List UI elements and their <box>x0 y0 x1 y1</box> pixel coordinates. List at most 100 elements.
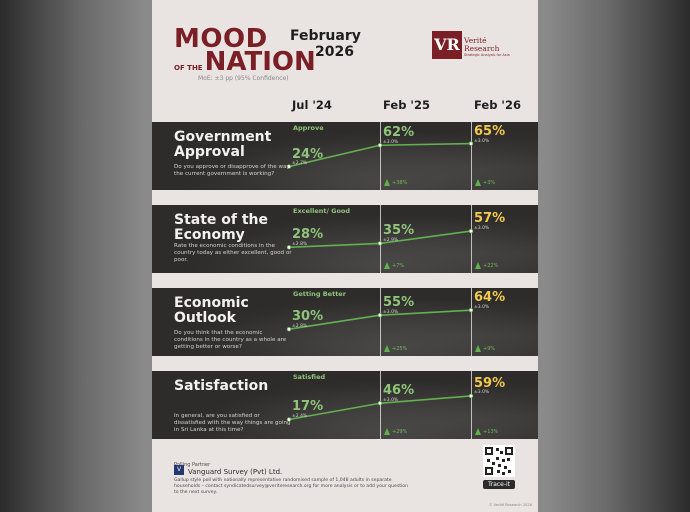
qr-code[interactable] <box>483 445 515 477</box>
vanguard-logo: V <box>174 465 184 475</box>
moe-label: ±2.4% <box>292 413 308 419</box>
brand-ofthe: OF THE <box>174 64 203 73</box>
date-year: 2026 <box>315 44 354 61</box>
copyright: © Verité Research 2026 <box>488 503 532 507</box>
moe-label: ±3.0% <box>383 309 399 315</box>
qr-finder-bottom-left <box>485 467 493 475</box>
indicator-title: Economic Outlook <box>174 295 249 326</box>
divider-feb26 <box>471 205 472 273</box>
value-label: 59% <box>474 375 506 391</box>
value-label: 62% <box>383 125 415 141</box>
divider-feb26 <box>471 122 472 190</box>
column-header-feb25: Feb '25 <box>383 98 430 112</box>
qr-pattern <box>487 448 511 475</box>
value-label: 24% <box>292 146 324 162</box>
poster-date: February 2026 <box>290 28 361 61</box>
increase-arrow-icon <box>384 345 390 352</box>
data-point <box>377 241 383 246</box>
brand-line1: MOOD <box>174 24 268 54</box>
trend-chart <box>286 141 474 169</box>
mood-of-the-nation-logo: MOOD OF THENATION <box>174 24 316 76</box>
data-point <box>377 313 383 318</box>
increase-arrow-icon <box>384 262 390 269</box>
value-label: 64% <box>474 290 506 306</box>
indicator-panel: Government Approval Do you approve or dis… <box>152 122 538 190</box>
moe-label: ±3.0% <box>383 397 399 403</box>
increase-arrow-icon <box>384 179 390 186</box>
logo-name-2: Research <box>464 43 500 53</box>
divider-feb25 <box>380 205 381 273</box>
series-label: Approve <box>293 124 324 132</box>
data-point <box>468 393 474 399</box>
moe-label: ±2.9% <box>383 237 399 243</box>
change-label: +29% <box>392 429 408 435</box>
qr-finder-top-right <box>505 447 513 455</box>
change-label: +25% <box>392 346 408 352</box>
partner-name: Vanguard Survey (Pvt) Ltd. <box>188 468 283 476</box>
data-point <box>468 307 474 313</box>
indicator-panel: State of the Economy Rate the economic co… <box>152 205 538 273</box>
divider-feb25 <box>380 288 381 356</box>
indicator-panel: Economic Outlook Do you think that the ec… <box>152 288 538 356</box>
poster: MOOD OF THENATION February 2026 MoE: ±3 … <box>152 0 538 512</box>
value-label: 57% <box>474 211 506 227</box>
logo-initials: VR <box>432 31 462 59</box>
change-label: +13% <box>483 429 499 435</box>
moe-label: ±2.8% <box>292 323 308 329</box>
data-point <box>377 143 383 148</box>
series-label: Getting Better <box>293 290 346 298</box>
indicator-panel: Satisfaction In general, are you satisfie… <box>152 371 538 439</box>
data-point <box>468 228 474 234</box>
date-month: February <box>290 28 361 44</box>
moe-label: ±3.0% <box>474 305 490 310</box>
margin-of-error: MoE: ±3 pp (95% Confidence) <box>198 75 289 82</box>
column-header-feb26: Feb '26 <box>474 98 521 112</box>
methodology-note: Gallup style poll with nationally repres… <box>174 478 409 495</box>
increase-arrow-icon <box>475 262 481 269</box>
increase-arrow-icon <box>475 428 481 435</box>
value-label: 65% <box>474 124 506 139</box>
change-label: +9% <box>483 346 496 352</box>
change-label: +38% <box>392 180 408 186</box>
moe-label: ±2.7% <box>292 161 308 167</box>
polling-partner-label: Polling Partner <box>174 462 211 468</box>
increase-arrow-icon <box>384 428 390 435</box>
logo-name-1: Verité <box>464 36 487 45</box>
divider-feb26 <box>471 371 472 439</box>
logo-tagline: Strategic Analysis for Asia <box>464 53 510 57</box>
data-point <box>286 417 292 422</box>
column-header-jul24: Jul '24 <box>292 98 332 112</box>
indicator-title: Satisfaction <box>174 378 269 394</box>
trend-chart <box>286 228 474 250</box>
trend-chart <box>286 307 474 332</box>
indicator-title: Government Approval <box>174 129 272 160</box>
indicator-title: State of the Economy <box>174 212 269 243</box>
moe-label: ±3.0% <box>474 390 490 396</box>
value-label: 55% <box>383 295 415 311</box>
indicator-question: Do you think that the economic condition… <box>174 330 287 351</box>
change-label: +22% <box>483 263 499 269</box>
indicator-question: Do you approve or disapprove of the way … <box>174 164 290 178</box>
value-label: 30% <box>292 309 324 325</box>
trend-chart <box>286 393 474 422</box>
moe-label: ±2.8% <box>292 241 308 247</box>
change-label: +3% <box>483 180 496 186</box>
series-label: Satisfied <box>293 373 326 381</box>
moe-label: ±3.0% <box>474 139 490 144</box>
data-point <box>286 245 292 250</box>
trace-it-button[interactable]: Trace-it <box>483 480 515 489</box>
value-label: 28% <box>292 227 324 243</box>
series-label: Excellent/ Good <box>293 207 351 215</box>
divider-feb26 <box>471 288 472 356</box>
moe-label: ±3.0% <box>383 139 399 145</box>
data-point <box>377 401 383 406</box>
value-label: 46% <box>383 383 415 399</box>
qr-finder-top-left <box>485 447 493 455</box>
data-point <box>286 327 292 332</box>
logo-name: Verité Research <box>464 37 499 53</box>
data-point <box>468 141 474 146</box>
indicator-question: In general, are you satisfied or dissati… <box>174 413 291 434</box>
change-label: +7% <box>392 263 405 269</box>
increase-arrow-icon <box>475 179 481 186</box>
indicator-question: Rate the economic conditions in the coun… <box>174 243 292 264</box>
